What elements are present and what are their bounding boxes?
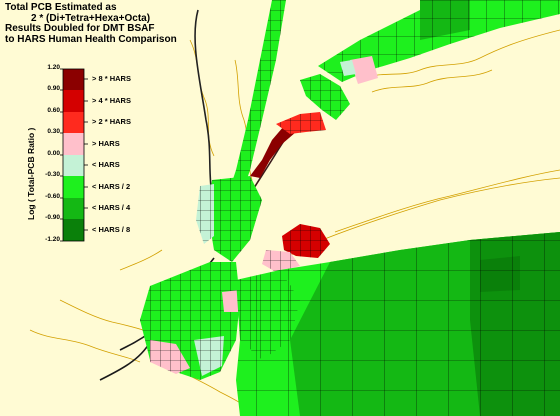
legend-tick: 0.00 xyxy=(47,150,60,157)
legend-swatch-half xyxy=(63,176,84,198)
legend-category-label: > 8 * HARS xyxy=(92,74,131,83)
legend-tick: -0.60 xyxy=(45,193,60,200)
legend-colorbar xyxy=(60,68,88,242)
legend-tick: 1.20 xyxy=(47,64,60,71)
legend-category-label: < HARS xyxy=(92,160,120,169)
title-line-1: Total PCB Estimated as xyxy=(5,2,117,13)
legend-swatch-8x xyxy=(63,69,84,90)
legend-swatch-2x xyxy=(63,112,84,133)
map-title: Total PCB Estimated as 2 * (Di+Tetra+Hex… xyxy=(5,2,177,45)
legend-tick: 0.60 xyxy=(47,107,60,114)
title-line-4: to HARS Human Health Comparison xyxy=(5,33,177,45)
title-line-3: Results Doubled for DMT BSAF xyxy=(5,23,155,34)
legend-tick: -0.30 xyxy=(45,171,60,178)
legend-swatch-eighth xyxy=(63,219,84,241)
legend-swatch-gt-hars xyxy=(63,133,84,155)
model-grid xyxy=(140,0,560,416)
title-line-2: 2 * (Di+Tetra+Hexa+Octa) xyxy=(31,12,151,24)
legend-tick: -1.20 xyxy=(45,236,60,243)
legend-category-label: < HARS / 4 xyxy=(92,203,131,212)
legend-category-label: > 4 * HARS xyxy=(92,96,131,105)
legend-tick: 0.30 xyxy=(47,128,60,135)
legend-swatch-4x xyxy=(63,90,84,112)
legend-category-label: < HARS / 8 xyxy=(92,225,131,234)
legend-swatch-quarter xyxy=(63,198,84,219)
legend-category-label: > 2 * HARS xyxy=(92,117,131,126)
legend-tick: -0.90 xyxy=(45,214,60,221)
legend-tick: 0.90 xyxy=(47,85,60,92)
legend-category-label: < HARS / 2 xyxy=(92,182,131,191)
legend-swatch-lt-hars xyxy=(63,155,84,176)
shoreline-contours xyxy=(29,29,560,416)
legend-category-label: > HARS xyxy=(92,139,120,148)
